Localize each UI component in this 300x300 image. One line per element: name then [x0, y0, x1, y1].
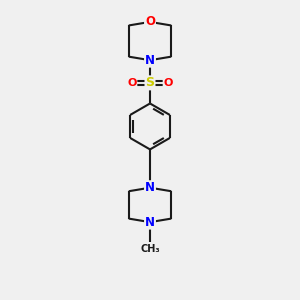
Text: N: N: [145, 54, 155, 67]
Text: N: N: [145, 181, 155, 194]
Text: CH₃: CH₃: [140, 244, 160, 254]
Text: O: O: [127, 78, 136, 88]
Text: O: O: [145, 15, 155, 28]
Text: O: O: [164, 78, 173, 88]
Text: N: N: [145, 216, 155, 229]
Text: S: S: [146, 76, 154, 89]
